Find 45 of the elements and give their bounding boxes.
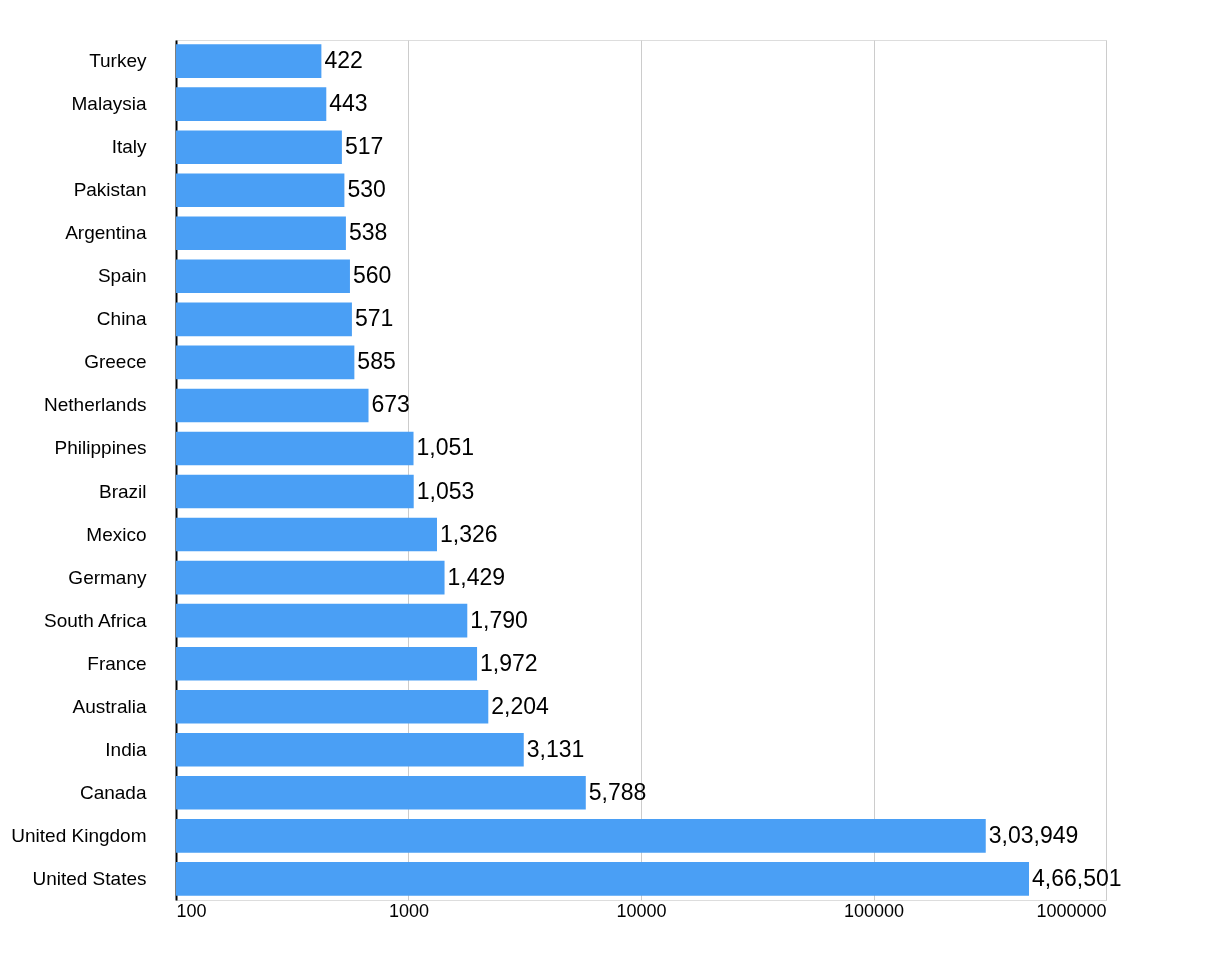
data-label: 530 bbox=[347, 176, 386, 203]
y-tick-label: Italy bbox=[111, 136, 147, 158]
y-tick-label: United Kingdom bbox=[11, 824, 147, 846]
x-tick-label: 100 bbox=[176, 900, 207, 921]
y-tick-label: Spain bbox=[97, 265, 147, 287]
y-tick-label: Philippines bbox=[54, 437, 147, 459]
data-label: 2,204 bbox=[491, 692, 550, 719]
data-label: 673 bbox=[371, 391, 410, 418]
data-label: 3,03,949 bbox=[988, 821, 1079, 848]
y-tick-label: Turkey bbox=[89, 50, 147, 72]
y-tick-label: Canada bbox=[79, 781, 147, 803]
y-tick-label: Brazil bbox=[98, 480, 147, 502]
x-tick-label: 1000 bbox=[388, 900, 430, 921]
data-label: 3,131 bbox=[526, 735, 585, 762]
x-tick-label: 1000000 bbox=[1036, 900, 1107, 921]
y-tick-label: South Africa bbox=[44, 609, 147, 631]
data-label: 422 bbox=[324, 47, 363, 74]
y-tick-label: Germany bbox=[68, 566, 147, 588]
data-label: 560 bbox=[352, 262, 392, 289]
data-label: 1,972 bbox=[480, 649, 538, 676]
data-label: 538 bbox=[348, 219, 388, 246]
y-tick-label: China bbox=[96, 308, 147, 330]
data-label: 1,053 bbox=[416, 477, 475, 504]
y-tick-label: France bbox=[87, 652, 147, 674]
y-tick-label: Mexico bbox=[86, 523, 147, 545]
data-label: 1,429 bbox=[447, 563, 506, 590]
y-tick-label: Malaysia bbox=[71, 93, 147, 115]
data-label: 517 bbox=[344, 133, 384, 160]
x-tick-label: 100000 bbox=[843, 900, 905, 921]
y-tick-label: India bbox=[105, 738, 147, 760]
y-tick-label: Netherlands bbox=[44, 394, 147, 416]
y-tick-label: Argentina bbox=[65, 222, 147, 244]
x-tick-label: 10000 bbox=[616, 900, 667, 921]
y-tick-label: Greece bbox=[84, 351, 147, 373]
data-label: 443 bbox=[329, 90, 368, 117]
data-label: 5,788 bbox=[588, 778, 647, 805]
data-label: 4,66,501 bbox=[1032, 864, 1122, 891]
y-tick-label: Australia bbox=[72, 695, 147, 717]
y-tick-label: United States bbox=[32, 867, 147, 889]
y-tick-label: Pakistan bbox=[73, 179, 147, 201]
data-label: 1,051 bbox=[416, 434, 475, 461]
data-label: 1,790 bbox=[470, 606, 528, 633]
data-label: 585 bbox=[357, 348, 396, 375]
data-label: 1,326 bbox=[439, 520, 498, 547]
data-label: 571 bbox=[354, 305, 394, 332]
